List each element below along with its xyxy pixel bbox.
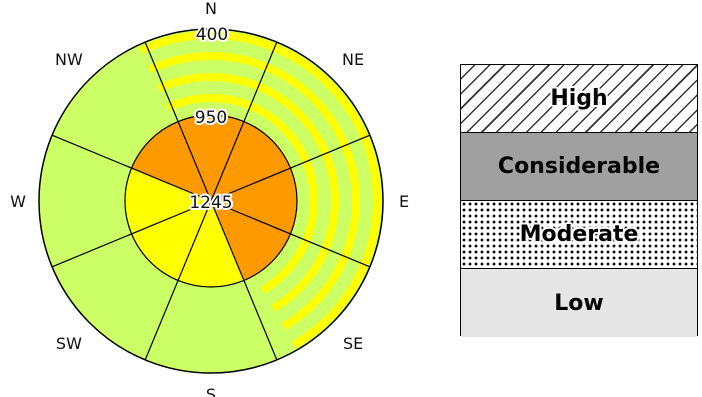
- direction-label-s: S: [206, 385, 216, 397]
- inner-disc-sector-1: [211, 121, 291, 201]
- legend-considerable: Considerable: [461, 133, 697, 201]
- outer-ring-stripe-3: [148, 52, 360, 331]
- outer-ring-stripe-4: [139, 31, 381, 349]
- direction-label-se: SE: [343, 334, 363, 353]
- legend-considerable-label: Considerable: [497, 154, 661, 179]
- direction-label-ne: NE: [342, 50, 364, 69]
- legend-low: Low: [461, 269, 697, 337]
- aspect-elevation-rose: N NE E SE S SW W NW 400 950 1245: [10, 0, 409, 397]
- elevation-label-middle: 950: [195, 108, 227, 128]
- direction-label-nw: NW: [55, 50, 83, 69]
- inner-circle-outline: [124, 114, 298, 288]
- outer-ring-stripe-2: [156, 73, 339, 312]
- direction-label-w: W: [10, 192, 26, 211]
- legend-moderate: Moderate: [461, 201, 697, 269]
- legend-high: High: [461, 65, 697, 133]
- inner-disc-sector-4: [178, 201, 244, 287]
- legend-high-label: High: [550, 86, 608, 111]
- elevation-label-inner: 1245: [189, 193, 232, 213]
- elevation-label-outer: 400: [196, 25, 228, 45]
- inner-disc-sector-0: [178, 115, 244, 201]
- inner-disc-sector-7: [131, 121, 211, 201]
- inner-disc-sector-3: [211, 201, 291, 281]
- outer-ring-stripe-1: [165, 94, 318, 294]
- outer-circle-outline: [38, 28, 384, 374]
- direction-label-sw: SW: [56, 334, 82, 353]
- legend-low-label: Low: [554, 290, 604, 316]
- rose-shapes: [38, 28, 384, 374]
- danger-legend: High Considerable Moderate Low: [460, 64, 698, 337]
- direction-label-e: E: [399, 192, 409, 211]
- inner-disc-sector-5: [131, 201, 211, 281]
- inner-disc-sector-6: [125, 168, 211, 234]
- rose-direction-labels: N NE E SE S SW W NW: [10, 0, 409, 397]
- inner-disc-sector-2: [211, 168, 297, 234]
- direction-label-n: N: [205, 0, 217, 18]
- legend-moderate-label: Moderate: [519, 222, 639, 247]
